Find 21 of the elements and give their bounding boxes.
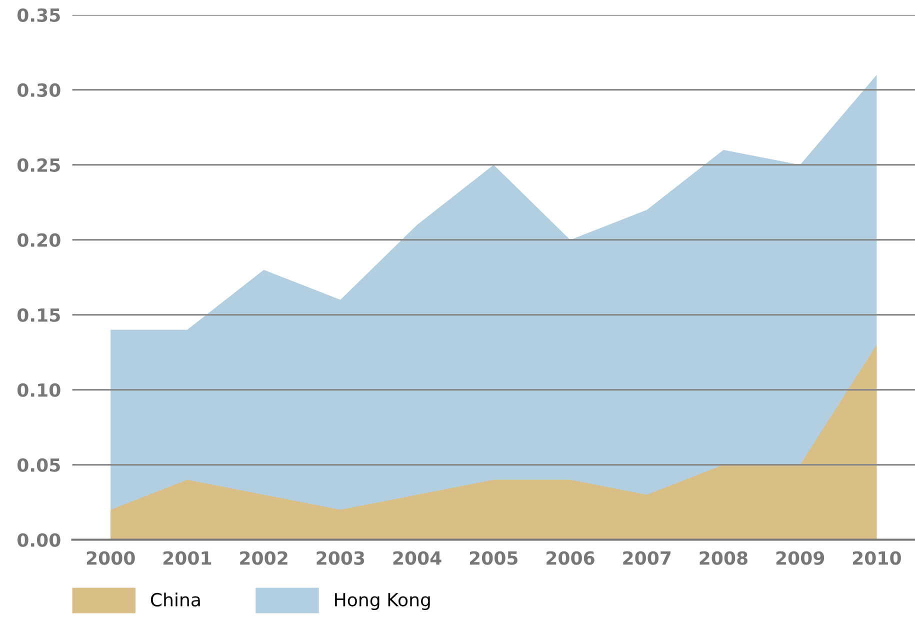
y-tick-label: 0.30 — [17, 83, 60, 97]
y-tick-label: 0.10 — [17, 383, 60, 397]
legend-label: Hong Kong — [335, 593, 430, 610]
x-tick-label: 2010 — [852, 551, 901, 565]
x-tick-label: 2005 — [470, 551, 518, 565]
x-tick-label: 2000 — [86, 551, 135, 565]
x-tick-label: 2004 — [393, 551, 442, 565]
y-tick-label: 0.25 — [17, 158, 60, 172]
y-tick-label: 0.15 — [17, 308, 60, 322]
x-tick-label: 2001 — [164, 551, 212, 565]
y-tick-label: 0.35 — [17, 8, 60, 22]
y-tick-label: 0.00 — [17, 533, 60, 547]
x-tick-label: 2007 — [623, 551, 671, 565]
y-tick-label: 0.20 — [17, 233, 60, 247]
x-tick-label: 2008 — [700, 551, 748, 565]
x-tick-label: 2006 — [546, 551, 594, 565]
x-tick-label: 2003 — [316, 551, 364, 565]
legend-label: China — [150, 592, 200, 607]
y-tick-label: 0.05 — [17, 458, 60, 472]
x-tick-label: 2009 — [776, 551, 824, 565]
x-tick-label: 2002 — [240, 551, 288, 565]
